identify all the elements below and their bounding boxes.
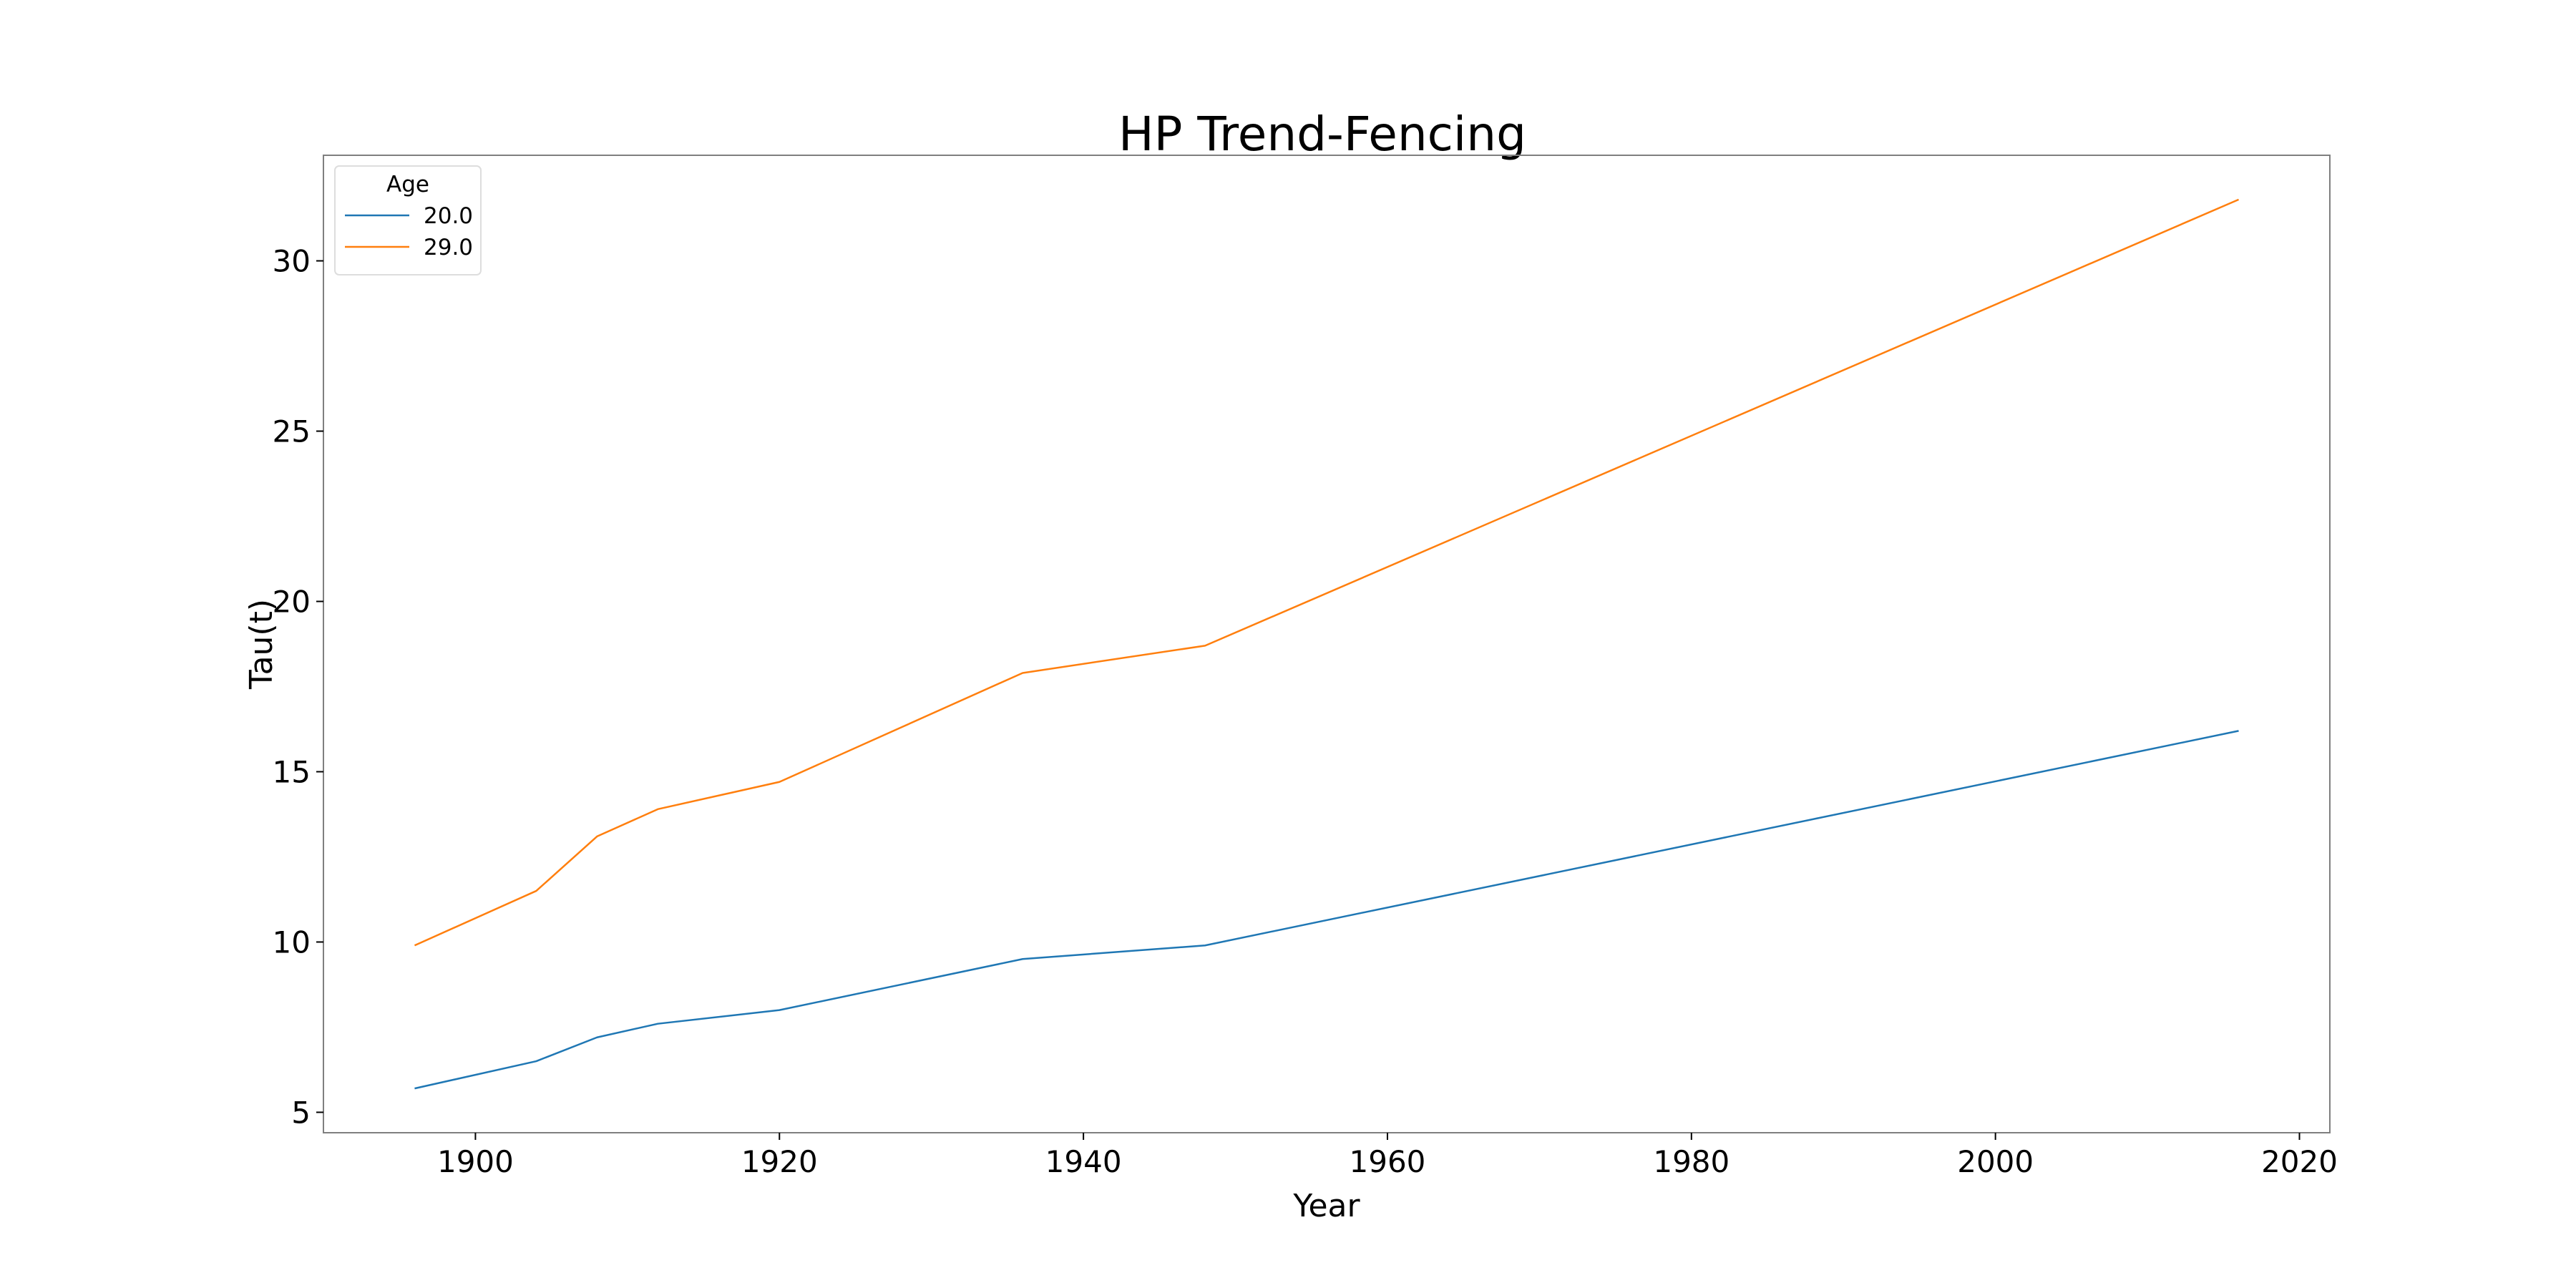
y-tick-label: 20 xyxy=(273,585,311,620)
x-tick-label: 2000 xyxy=(1957,1144,2034,1179)
x-tick-label: 2020 xyxy=(2261,1144,2338,1179)
y-tick-label: 5 xyxy=(291,1095,311,1130)
y-tick-label: 15 xyxy=(273,754,311,789)
y-axis: 5 10 15 20 25 30 xyxy=(273,244,323,1130)
legend: Age 20.0 29.0 xyxy=(334,165,482,275)
y-axis-label: Tau(t) xyxy=(243,599,280,690)
x-tick-label: 1940 xyxy=(1045,1144,1122,1179)
series-line-29.0 xyxy=(414,198,2240,947)
plot-area xyxy=(323,155,2331,1133)
y-tick-label: 25 xyxy=(273,414,311,449)
x-axis-label: Year xyxy=(1292,1188,1360,1224)
x-tick-label: 1960 xyxy=(1350,1144,1426,1179)
y-tick-label: 10 xyxy=(273,924,311,960)
x-tick-label: 1900 xyxy=(437,1144,514,1179)
series-layer xyxy=(414,198,2240,1090)
series-line-20.0 xyxy=(414,730,2239,1090)
x-tick-label: 1980 xyxy=(1653,1144,1729,1179)
legend-title: Age xyxy=(386,172,429,197)
legend-label: 29.0 xyxy=(424,235,473,260)
chart-title: HP Trend-Fencing xyxy=(1118,107,1526,162)
x-tick-label: 1920 xyxy=(741,1144,818,1179)
y-tick-label: 30 xyxy=(273,244,311,279)
x-axis: 1900 1920 1940 1960 1980 2000 2020 xyxy=(437,1133,2338,1179)
legend-label: 20.0 xyxy=(424,203,473,229)
